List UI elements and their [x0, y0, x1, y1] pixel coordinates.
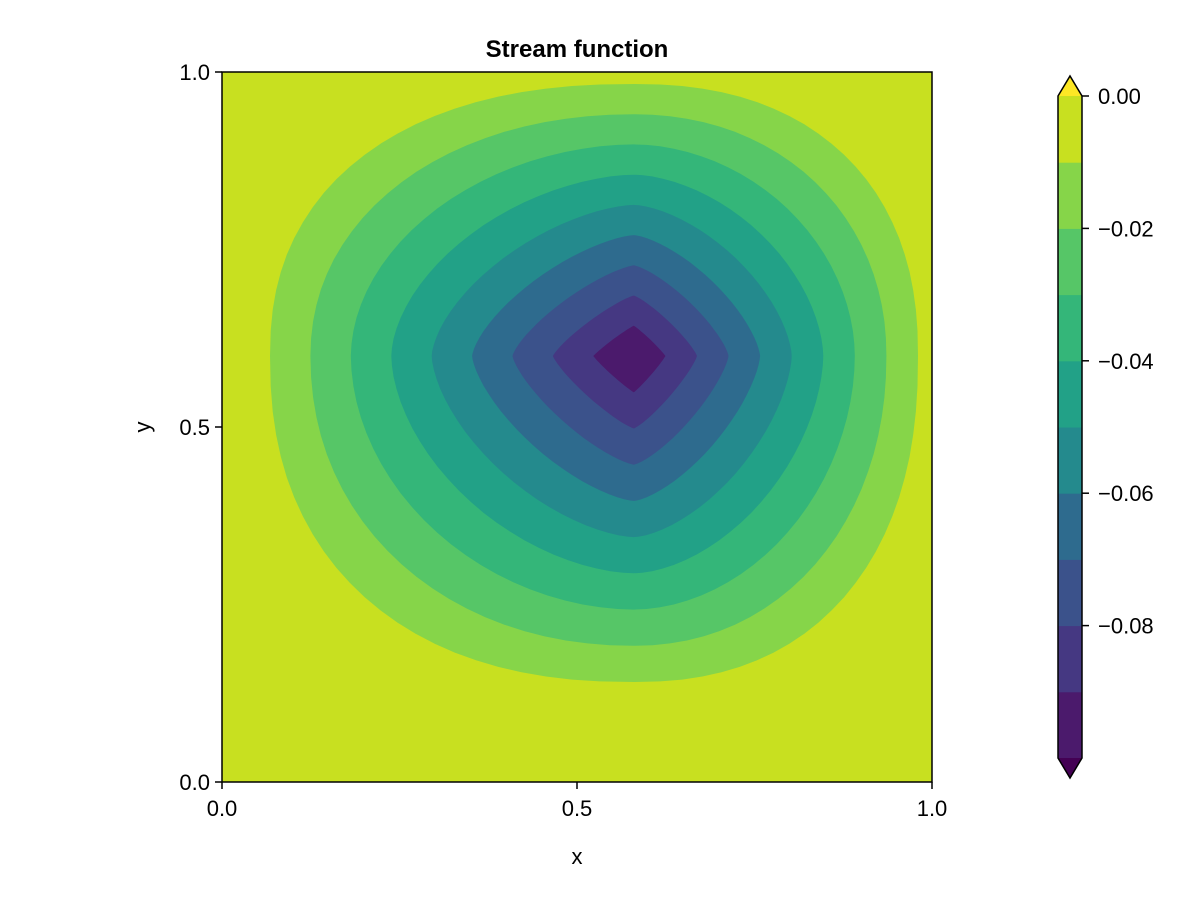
chart-title: Stream function	[486, 36, 669, 63]
plot-area	[222, 72, 932, 782]
x-axis-label: x	[572, 844, 583, 869]
colorbar-outline	[1057, 74, 1083, 780]
y-axis-label: y	[130, 422, 155, 433]
colorbar-segment	[1058, 360, 1082, 428]
colorbar-segment	[1058, 691, 1082, 759]
colorbar-extend-high	[1058, 76, 1082, 96]
colorbar: 0.00 −0.02 −0.04 −0.06 −0.08	[1057, 74, 1154, 780]
x-axis: 0.0 0.5 1.0	[207, 782, 948, 821]
y-tick-label: 0.0	[179, 770, 210, 795]
x-tick-label: 0.5	[562, 796, 593, 821]
x-tick-label: 1.0	[917, 796, 948, 821]
y-tick-label: 0.5	[179, 415, 210, 440]
colorbar-segment	[1058, 493, 1082, 560]
colorbar-segment	[1058, 294, 1082, 362]
colorbar-tick-label: −0.08	[1098, 614, 1154, 639]
colorbar-tick-label: −0.02	[1098, 216, 1154, 241]
colorbar-segment	[1058, 427, 1082, 494]
colorbar-segment	[1058, 228, 1082, 296]
y-tick-label: 1.0	[179, 60, 210, 85]
colorbar-tick-label: −0.04	[1098, 349, 1154, 374]
colorbar-segment	[1058, 162, 1082, 229]
colorbar-tick-label: −0.06	[1098, 481, 1154, 506]
contour-band-9	[593, 325, 666, 393]
colorbar-extend-low	[1058, 758, 1082, 778]
contour-bands	[270, 84, 918, 682]
y-axis: 0.0 0.5 1.0	[179, 60, 222, 795]
x-tick-label: 0.0	[207, 796, 238, 821]
colorbar-segment	[1058, 559, 1082, 627]
colorbar-tick-label: 0.00	[1098, 84, 1141, 109]
colorbar-segment	[1058, 96, 1082, 163]
colorbar-segment	[1058, 625, 1082, 693]
